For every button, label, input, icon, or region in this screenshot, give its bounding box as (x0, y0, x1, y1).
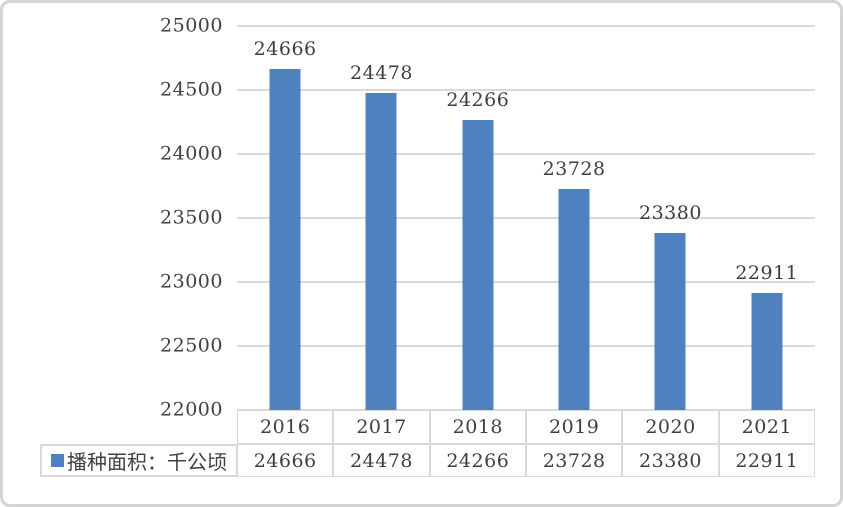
table-value-cell: 24478 (333, 444, 430, 477)
bar-value-label: 24478 (350, 61, 413, 84)
table-value-cell: 22911 (718, 444, 815, 477)
bar (269, 68, 301, 410)
bar-column: 22911 (719, 26, 815, 410)
bar-value-label: 24666 (253, 37, 317, 60)
table-year-cell: 2021 (718, 410, 815, 444)
gridline (237, 153, 815, 155)
gridline (237, 89, 815, 91)
gridline (237, 217, 815, 219)
plot-area: 24666 24478 24266 23728 23380 22911 (237, 25, 815, 411)
bar (462, 119, 494, 410)
y-axis-tick-label: 23500 (160, 206, 223, 229)
bar-column: 23728 (526, 26, 622, 410)
bar-value-label: 23380 (638, 202, 702, 225)
bar (654, 233, 686, 410)
y-axis-tick-label: 22000 (160, 398, 223, 421)
y-axis-tick-label: 22500 (160, 334, 223, 357)
legend: 播种面积：千公顷 (40, 444, 238, 477)
table-value-cell: 24666 (237, 444, 334, 477)
table-year-cell: 2018 (429, 410, 526, 444)
bar (365, 92, 397, 410)
table-value-cell: 23728 (526, 444, 623, 477)
table-value-cell: 24266 (429, 444, 526, 477)
table-year-cell: 2019 (526, 410, 623, 444)
bar-value-label: 24266 (446, 88, 510, 111)
table-year-cell: 2016 (237, 410, 334, 444)
table-row-values: 24666 24478 24266 23728 23380 22911 (237, 444, 815, 477)
bar-column: 23380 (622, 26, 718, 410)
y-axis-tick-label: 23000 (160, 270, 223, 293)
bar-value-label: 22911 (735, 262, 799, 285)
gridline (237, 25, 815, 27)
y-axis-tick-label: 24500 (160, 78, 223, 101)
bar (751, 293, 783, 410)
gridline (237, 345, 815, 347)
table-year-cell: 2017 (333, 410, 430, 444)
table-year-cell: 2020 (622, 410, 719, 444)
legend-label: 播种面积：千公顷 (67, 450, 227, 474)
bar-column: 24666 (237, 26, 333, 410)
bar-value-label: 23728 (542, 157, 606, 180)
gridline (237, 281, 815, 283)
bar-column: 24266 (430, 26, 526, 410)
table-value-cell: 23380 (622, 444, 719, 477)
table-row-years: 2016 2017 2018 2019 2020 2021 (237, 410, 815, 444)
y-axis-tick-label: 24000 (160, 142, 223, 165)
bar-column: 24478 (333, 26, 429, 410)
bar (558, 188, 590, 410)
legend-color-swatch (51, 454, 64, 467)
bars-layer: 24666 24478 24266 23728 23380 22911 (237, 26, 815, 410)
y-axis-tick-label: 25000 (160, 14, 223, 37)
y-axis: 25000 24500 24000 23500 23000 22500 22000 (3, 15, 229, 421)
